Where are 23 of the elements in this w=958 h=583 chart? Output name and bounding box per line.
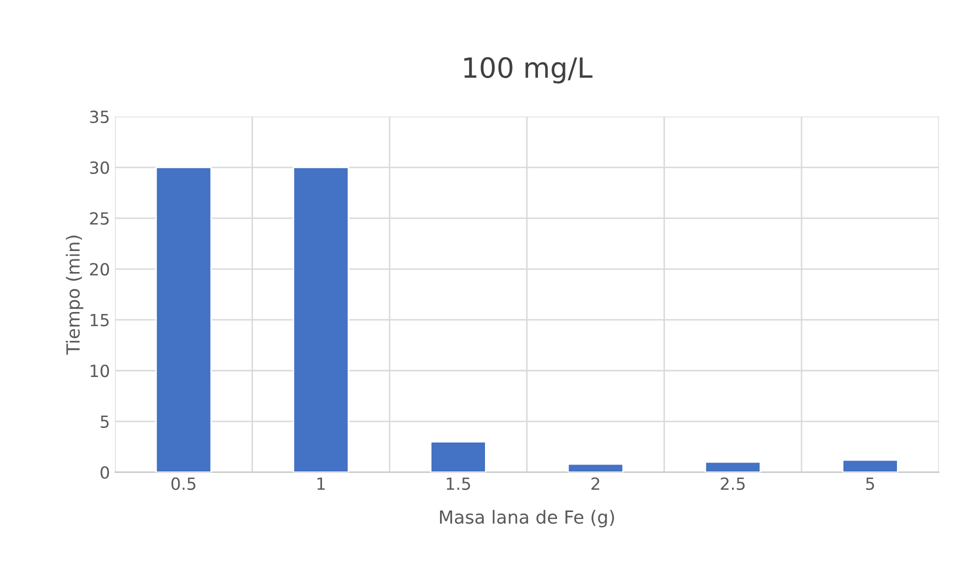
bar <box>292 166 350 472</box>
y-tick-label: 30 <box>90 161 109 174</box>
y-tick-label: 5 <box>100 416 109 428</box>
x-tick-label: 2.5 <box>720 477 745 490</box>
y-tick-label: 10 <box>90 364 109 378</box>
bar <box>567 463 624 472</box>
chart-title: 100 mg/L <box>464 57 592 84</box>
bar <box>155 166 212 472</box>
x-tick-label: 0.5 <box>171 477 196 490</box>
bar <box>704 461 762 472</box>
y-tick-label: 25 <box>90 212 109 225</box>
x-tick-label: 5 <box>866 478 874 490</box>
y-axis-title: Tiempo (min) <box>66 236 84 355</box>
y-tick-label: 20 <box>90 262 109 276</box>
y-tick-label: 35 <box>90 110 109 124</box>
x-axis-title: Masa lana de Fe (g) <box>440 510 614 528</box>
bar <box>430 441 486 472</box>
x-tick-label: 1 <box>317 478 325 490</box>
x-tick-label: 2 <box>591 477 600 490</box>
x-tick-label: 1.5 <box>446 478 470 490</box>
bar <box>842 459 898 472</box>
y-tick-label: 15 <box>90 314 109 326</box>
y-tick-label: 0 <box>100 466 109 479</box>
